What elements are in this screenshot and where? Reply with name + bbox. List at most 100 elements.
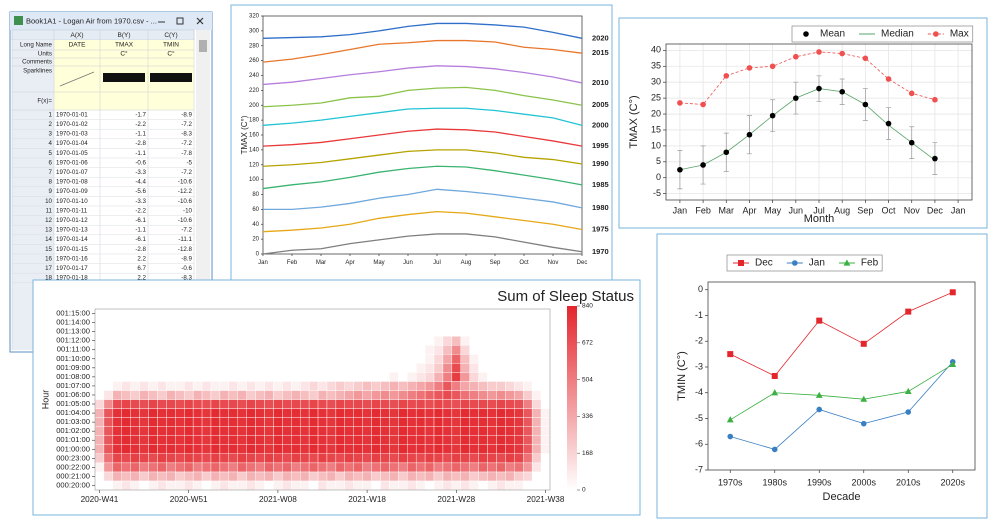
- row-number: 3: [49, 131, 53, 138]
- heatmap-cell: [353, 435, 363, 445]
- marker: [843, 259, 851, 266]
- heatmap-cell: [415, 390, 426, 400]
- heatmap-cell: [505, 354, 515, 364]
- heatmap-cell: [166, 345, 176, 355]
- heatmap-cell: [460, 417, 470, 427]
- heatmap-cell: [362, 308, 372, 319]
- heatmap-cell: [460, 326, 470, 337]
- heatmap-cell: [442, 408, 453, 418]
- heatmap-cell: [371, 399, 381, 409]
- heatmap-cell: [94, 354, 105, 364]
- cell: -5.6: [135, 188, 146, 195]
- close-button[interactable]: [196, 17, 204, 25]
- heatmap-cell: [166, 426, 176, 436]
- heatmap-cell: [148, 390, 158, 400]
- x-tick-label: Apr: [742, 205, 756, 215]
- heatmap-cell: [264, 480, 274, 491]
- y-tick-label: 001:06:00: [56, 390, 90, 399]
- scroll-thumb[interactable]: [199, 40, 207, 52]
- heatmap-cell: [210, 317, 221, 328]
- cell: 1970-01-18: [56, 275, 88, 282]
- heatmap-cell: [380, 462, 390, 473]
- heatmap-cell: [540, 435, 551, 445]
- heatmap-cell: [442, 308, 453, 319]
- heatmap-cell: [139, 462, 149, 473]
- heatmap-cell: [264, 417, 274, 427]
- y-tick-label: -3: [695, 361, 703, 371]
- heatmap-cell: [291, 317, 301, 328]
- row-number: 8: [49, 179, 53, 186]
- heatmap-cell: [389, 453, 399, 464]
- colorbar-tick-label: 672: [582, 340, 593, 347]
- heatmap-cell: [246, 345, 256, 355]
- heatmap-cell: [157, 399, 167, 409]
- heatmap-cell: [353, 480, 363, 491]
- heatmap-cell: [228, 390, 238, 400]
- heatmap-cell: [184, 408, 194, 418]
- heatmap-cell: [424, 408, 435, 418]
- y-tick-label: -5: [695, 413, 703, 423]
- heatmap-cell: [201, 354, 212, 364]
- heatmap-cell: [407, 372, 417, 382]
- series-label: 1990: [592, 159, 609, 168]
- heatmap-cell: [487, 444, 497, 455]
- x-tick-label: 2021-W38: [527, 495, 565, 504]
- heatmap-cell: [139, 408, 149, 418]
- heatmap-cell: [505, 317, 515, 328]
- heatmap-cell: [505, 480, 515, 491]
- heatmap-cell: [201, 335, 212, 346]
- heatmap-cell: [523, 480, 533, 491]
- y-tick-label: 20: [651, 108, 661, 118]
- heatmap-cell: [192, 426, 203, 436]
- colorbar-tick-label: 840: [582, 303, 593, 310]
- heatmap-cell: [407, 444, 417, 455]
- heatmap-cell: [496, 426, 506, 436]
- heatmap-cell: [317, 390, 328, 400]
- heatmap-cell: [389, 426, 399, 436]
- marker: [862, 55, 869, 62]
- cell: -0.6: [181, 265, 192, 272]
- maximize-button[interactable]: [176, 17, 184, 25]
- heatmap-cell: [201, 308, 212, 319]
- heatmap-cell: [451, 308, 461, 319]
- heatmap-cell: [415, 345, 426, 355]
- x-tick-label: Mar: [719, 205, 735, 215]
- panel-frame: [230, 4, 613, 281]
- heatmap-cell: [523, 372, 533, 382]
- heatmap-cell: [460, 399, 470, 409]
- heatmap-cell: [478, 408, 488, 418]
- heatmap-cell: [192, 308, 203, 319]
- heatmap-cell: [540, 408, 551, 418]
- heatmap-cell: [353, 471, 363, 482]
- heatmap-cell: [514, 471, 524, 482]
- x-tick-label: 2020-W41: [81, 495, 119, 504]
- cell: 6.7: [137, 265, 146, 272]
- heatmap-cell: [237, 335, 247, 346]
- heatmap-cell: [531, 453, 542, 464]
- marker: [905, 409, 912, 415]
- heatmap-cell: [326, 480, 337, 491]
- heatmap-cell: [219, 462, 230, 473]
- heatmap-cell: [424, 326, 435, 337]
- heatmap-cell: [130, 471, 140, 482]
- heatmap-cell: [451, 335, 461, 346]
- y-tick-label: 001:01:00: [56, 435, 90, 444]
- heatmap-cell: [415, 335, 426, 346]
- heatmap-cell: [237, 417, 247, 427]
- heatmap-cell: [496, 308, 506, 319]
- heatmap-cell: [273, 345, 283, 355]
- heatmap-cell: [219, 308, 230, 319]
- y-tick-label: 40: [252, 222, 259, 228]
- heatmap-cell: [433, 462, 444, 473]
- heatmap-cell: [103, 335, 114, 346]
- heatmap-cell: [514, 326, 524, 337]
- heatmap-cell: [112, 326, 122, 337]
- heatmap-cell: [148, 435, 158, 445]
- heatmap-cell: [139, 390, 149, 400]
- heatmap-cell: [326, 390, 337, 400]
- scrollbar[interactable]: [196, 30, 210, 348]
- heatmap-cell: [523, 462, 533, 473]
- heatmap-cell: [460, 354, 470, 364]
- heatmap-cell: [496, 399, 506, 409]
- heatmap-cell: [371, 354, 381, 364]
